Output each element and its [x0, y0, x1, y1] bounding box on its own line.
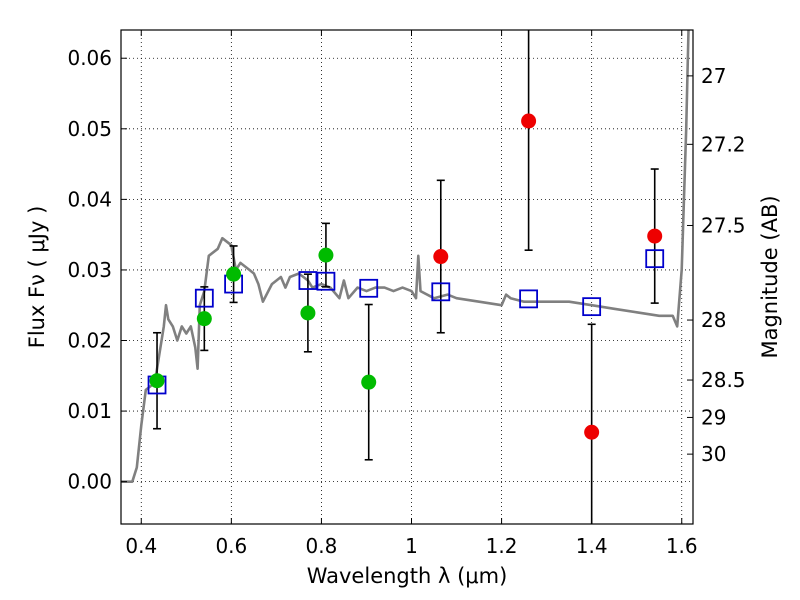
y-axis-label: Flux Fν ( μJy ) — [25, 206, 49, 349]
y-tick-label: 0.04 — [67, 187, 112, 211]
grid-lines — [121, 30, 693, 524]
right-axis-tick-label: 30 — [701, 442, 726, 466]
right-axis-tick-label: 27.5 — [701, 213, 746, 237]
x-tick-label: 1.2 — [486, 534, 518, 558]
detection-point — [361, 374, 377, 390]
y-tick-label: 0.05 — [67, 117, 112, 141]
y-tick-label: 0.02 — [67, 329, 112, 353]
x-tick-label: 1.4 — [576, 534, 608, 558]
right-axis-tick-label: 27.2 — [701, 132, 746, 156]
y-tick-label: 0.01 — [67, 399, 112, 423]
right-axis-tick-label: 28.5 — [701, 368, 746, 392]
right-axis-label: Magnitude (AB) — [758, 195, 782, 358]
detection-point — [300, 305, 316, 321]
model-photometry-square — [298, 271, 318, 290]
detection-point — [584, 424, 600, 440]
right-axis-tick-label: 28 — [701, 308, 726, 332]
detection-point — [433, 249, 449, 265]
model-photometry-square — [582, 297, 602, 317]
x-axis-label: Wavelength λ (μm) — [307, 564, 508, 588]
right-axis-tick-label: 27 — [701, 64, 726, 88]
detection-point — [521, 113, 537, 129]
model-photometry-square — [431, 282, 451, 302]
y-tick-label: 0.00 — [67, 470, 112, 494]
x-tick-label: 0.8 — [306, 534, 338, 558]
x-tick-label: 0.6 — [215, 534, 247, 558]
y-tick-label: 0.03 — [67, 258, 112, 282]
x-tick-label: 0.4 — [125, 534, 157, 558]
detection-point — [196, 311, 212, 327]
model-photometry-square — [194, 288, 214, 308]
model-spectrum-layer — [121, 29, 690, 484]
ticks-layer: 0.4 0.6 0.8 1 1.2 1.4 1.6 0.00 0.01 0.02 0.03 0.04 0… — [67, 30, 746, 558]
detection-point — [149, 373, 165, 389]
detection-point — [647, 228, 663, 244]
x-tick-label: 1.6 — [666, 534, 698, 558]
x-tick-label: 1 — [405, 534, 418, 558]
model-photometry-square — [316, 271, 336, 291]
detection-point — [226, 266, 242, 282]
model-photometry-square — [645, 249, 665, 269]
y-tick-label: 0.06 — [67, 46, 112, 70]
model-photometry-square — [519, 289, 539, 309]
model-spectrum-line — [121, 29, 690, 484]
markers-layer — [147, 113, 665, 440]
model-photometry-square — [359, 278, 379, 298]
error-bars-layer — [153, 30, 659, 524]
right-axis-tick-label: 29 — [701, 405, 726, 429]
detection-point — [318, 247, 334, 263]
plot-frame — [120, 29, 694, 525]
